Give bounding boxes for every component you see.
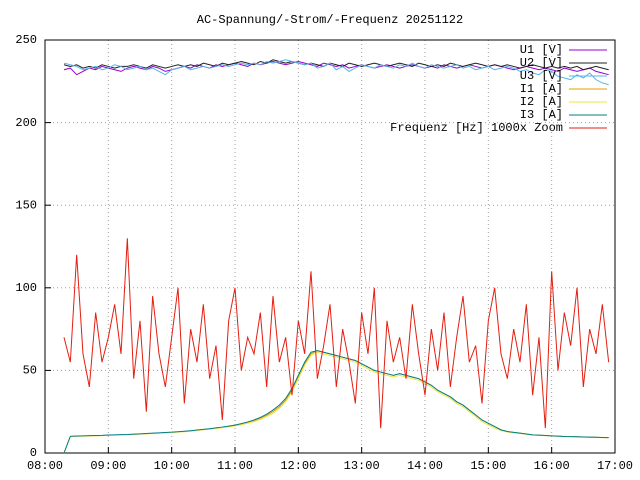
- x-tick-label: 13:00: [344, 459, 380, 473]
- x-tick-label: 12:00: [280, 459, 316, 473]
- legend-label: I1 [A]: [520, 82, 563, 96]
- series-line: [63, 350, 609, 454]
- y-tick-label: 50: [23, 364, 37, 378]
- legend-label: Frequenz [Hz] 1000x Zoom: [390, 121, 563, 135]
- x-tick-label: 17:00: [597, 459, 633, 473]
- x-tick-label: 11:00: [217, 459, 253, 473]
- plot-frame: [44, 39, 616, 454]
- legend-label: I2 [A]: [520, 95, 563, 109]
- y-tick-label: 150: [15, 198, 37, 212]
- x-tick-label: 15:00: [470, 459, 506, 473]
- legend-label: U3 [V]: [520, 69, 563, 83]
- x-tick-label: 09:00: [90, 459, 126, 473]
- series-line: [63, 59, 609, 86]
- series-line: [63, 238, 610, 429]
- y-tick-label: 0: [30, 446, 37, 460]
- x-tick-label: 08:00: [27, 459, 63, 473]
- x-tick-label: 16:00: [534, 459, 570, 473]
- legend-label: U1 [V]: [520, 43, 563, 57]
- y-tick-label: 100: [15, 281, 37, 295]
- series-line: [63, 60, 609, 76]
- legend-label: U2 [V]: [520, 56, 563, 70]
- y-tick-label: 200: [15, 116, 37, 130]
- x-tick-label: 10:00: [154, 459, 190, 473]
- series-line: [63, 59, 609, 71]
- y-tick-label: 250: [15, 33, 37, 47]
- x-tick-label: 14:00: [407, 459, 443, 473]
- chart-title: AC-Spannung/-Strom/-Frequenz 20251122: [197, 13, 463, 27]
- legend-label: I3 [A]: [520, 108, 563, 122]
